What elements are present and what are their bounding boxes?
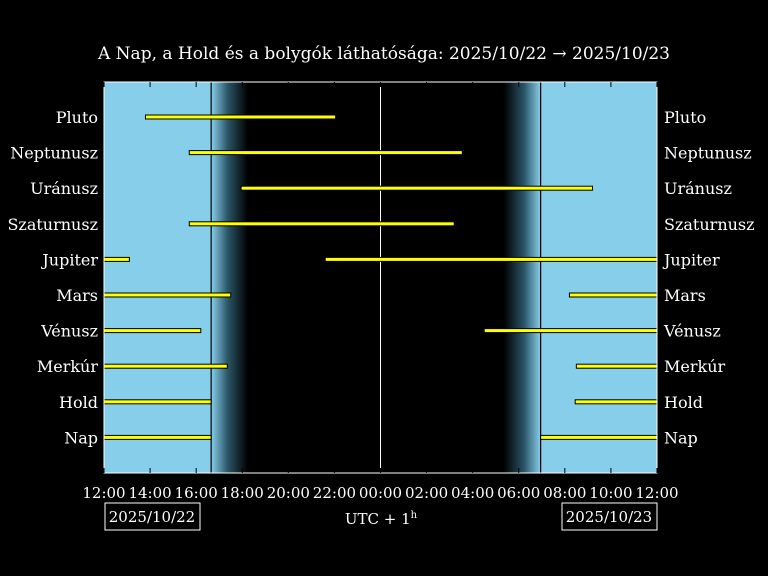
bar-hold-0 <box>103 399 212 405</box>
x-axis-ticks: 12:00 14:00 16:00 18:00 20:00 22:00 00:00 02:00… <box>82 82 679 502</box>
category-label-right: Vénusz <box>663 322 721 341</box>
x-axis-label: UTC + 1h <box>345 510 418 528</box>
date-left-box: 2025/10/22 <box>104 502 201 531</box>
category-label-left: Szaturnusz <box>7 215 98 234</box>
tick-label: 14:00 <box>128 484 171 502</box>
tick-label: 10:00 <box>589 484 632 502</box>
bar-venusz-0 <box>103 328 202 334</box>
category-label-left: Neptunusz <box>10 144 98 163</box>
bar-venusz-1 <box>483 328 658 334</box>
dusk-twilight <box>211 82 249 473</box>
dawn-twilight <box>503 82 541 473</box>
bar-mars-1 <box>568 292 658 298</box>
category-label-right: Mars <box>664 286 706 305</box>
visibility-bars <box>103 114 658 440</box>
bar-nap-1 <box>540 434 658 440</box>
bar-szaturnusz-0 <box>188 221 455 227</box>
date-right-box: 2025/10/23 <box>561 502 658 531</box>
day-region-left <box>104 82 212 473</box>
tick-label: 20:00 <box>267 484 310 502</box>
category-label-right: Hold <box>664 393 703 412</box>
tick-label: 04:00 <box>451 484 494 502</box>
category-label-right: Neptunusz <box>664 144 752 163</box>
category-labels: Pluto Pluto Neptunusz Neptunusz Uránusz Uránu… <box>7 108 754 447</box>
category-label-left: Mars <box>56 286 98 305</box>
date-left-label: 2025/10/22 <box>109 508 195 526</box>
bar-mars-0 <box>103 292 232 298</box>
bar-merkur-0 <box>103 363 228 369</box>
bar-nap-0 <box>103 434 212 440</box>
tick-label: 18:00 <box>221 484 264 502</box>
bar-merkur-1 <box>575 363 658 369</box>
category-label-right: Merkúr <box>664 357 726 376</box>
tick-label: 22:00 <box>313 484 356 502</box>
tick-label: 02:00 <box>405 484 448 502</box>
category-label-left: Hold <box>59 393 98 412</box>
category-label-left: Merkúr <box>37 357 99 376</box>
reference-lines <box>210 82 542 473</box>
category-label-left: Nap <box>64 428 98 447</box>
category-label-left: Vénusz <box>40 322 98 341</box>
category-label-right: Jupiter <box>662 250 720 269</box>
category-label-left: Uránusz <box>30 179 98 198</box>
category-label-right: Uránusz <box>664 179 732 198</box>
bar-hold-1 <box>574 399 658 405</box>
category-label-left: Jupiter <box>40 250 98 269</box>
category-label-left: Pluto <box>56 108 98 127</box>
category-label-right: Nap <box>664 428 698 447</box>
tick-label: 06:00 <box>497 484 540 502</box>
tick-label: 12:00 <box>635 484 678 502</box>
bar-neptunusz-0 <box>188 150 463 156</box>
tick-label: 00:00 <box>359 484 402 502</box>
tick-label: 08:00 <box>543 484 586 502</box>
bar-pluto-0 <box>144 114 337 120</box>
tick-label: 12:00 <box>82 484 125 502</box>
bar-jupiter-0 <box>103 256 130 262</box>
category-label-right: Szaturnusz <box>664 215 755 234</box>
bar-uranusz-0 <box>240 185 593 191</box>
category-label-right: Pluto <box>664 108 706 127</box>
date-right-label: 2025/10/23 <box>566 508 652 526</box>
tick-label: 16:00 <box>175 484 218 502</box>
day-region-right <box>540 82 657 473</box>
bar-jupiter-1 <box>324 256 658 262</box>
chart-title: A Nap, a Hold és a bolygók láthatósága: … <box>97 44 670 64</box>
